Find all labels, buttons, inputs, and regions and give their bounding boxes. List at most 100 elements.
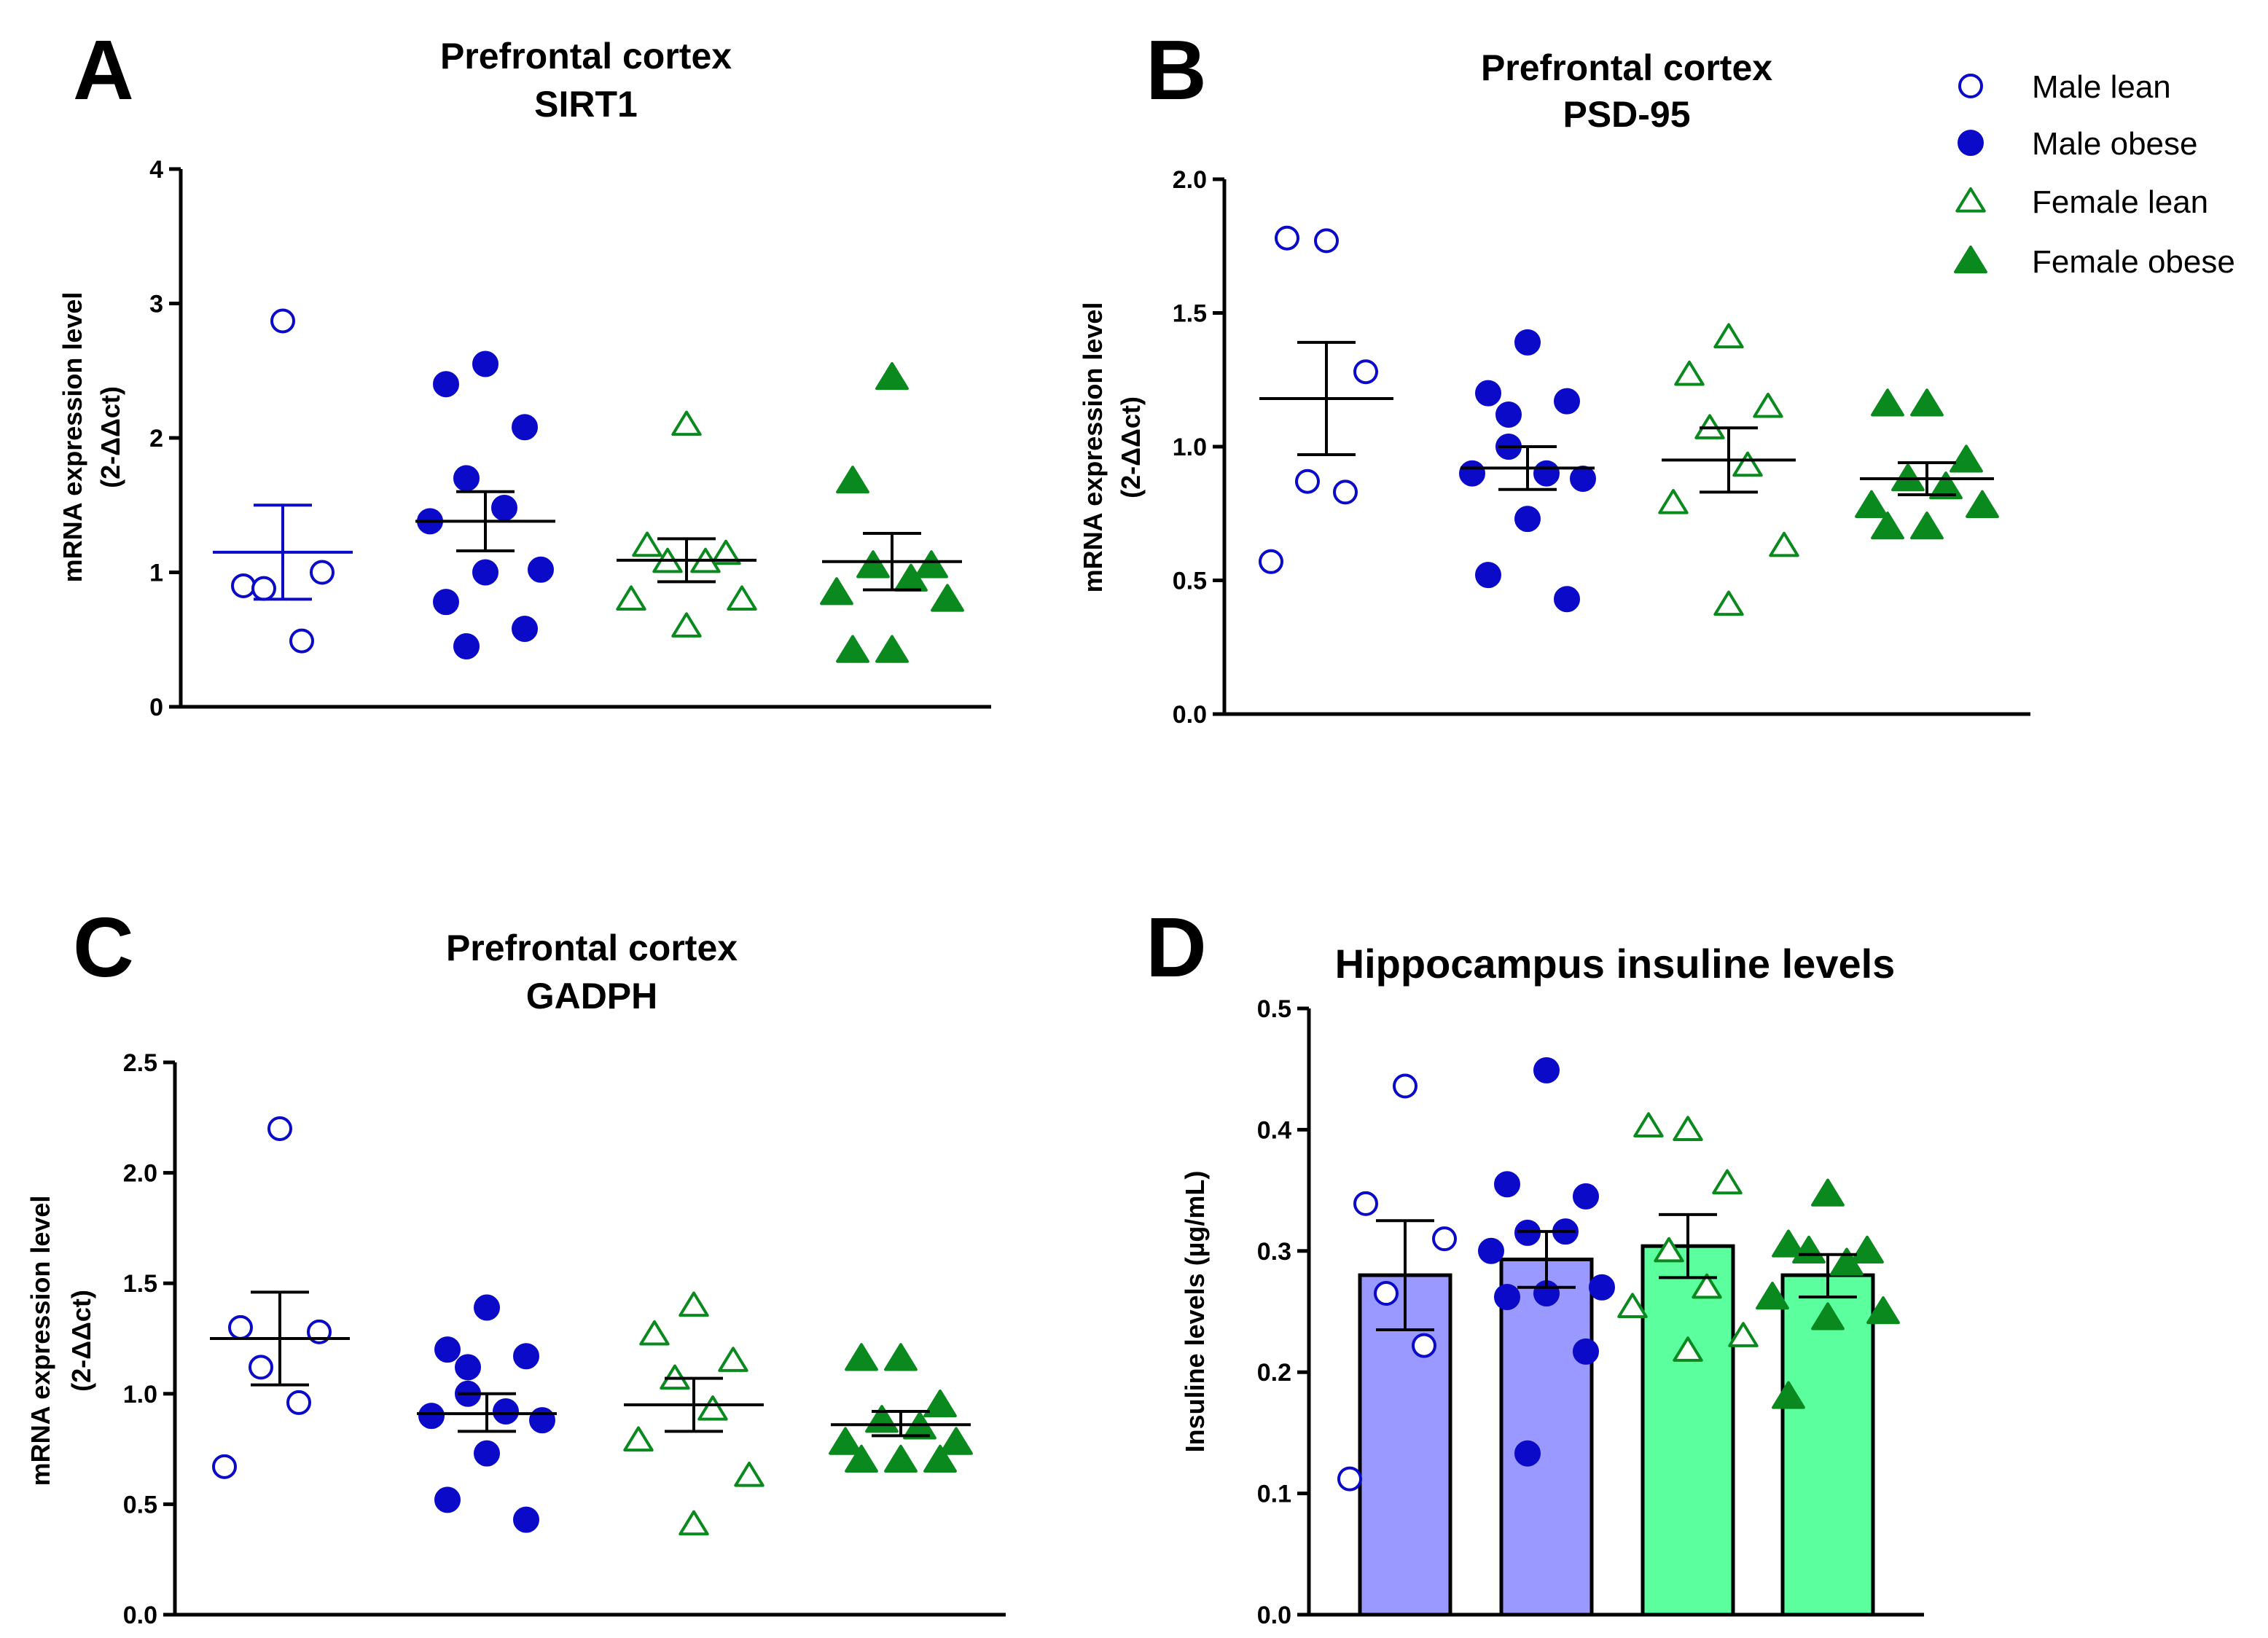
data-point-d-1-6 bbox=[1589, 1274, 1615, 1301]
bar-d-2 bbox=[1641, 1244, 1735, 1617]
data-point-c-1-7 bbox=[474, 1440, 500, 1467]
data-point-d-2-1 bbox=[1633, 1112, 1664, 1138]
data-point-d-0-0 bbox=[1393, 1073, 1418, 1099]
y-axis-label-c-1: (2-ΔΔct) bbox=[66, 1290, 96, 1392]
data-point-a-1-6 bbox=[528, 556, 554, 583]
panel-letter-c: C bbox=[73, 900, 134, 995]
data-point-c-2-2 bbox=[718, 1347, 748, 1372]
data-point-d-2-0 bbox=[1673, 1116, 1703, 1141]
legend-marker-2 bbox=[1955, 187, 1986, 213]
data-point-a-0-2 bbox=[310, 560, 335, 585]
data-point-d-2-4 bbox=[1692, 1273, 1722, 1299]
data-point-d-2-5 bbox=[1617, 1293, 1648, 1318]
chart-title-c-1: GADPH bbox=[526, 976, 658, 1016]
data-point-c-3-7 bbox=[884, 1444, 918, 1473]
data-point-d-0-2 bbox=[1432, 1226, 1457, 1252]
y-tick-label-c-3: 1.5 bbox=[123, 1270, 157, 1298]
panel-letter-d: D bbox=[1146, 900, 1207, 995]
legend: Male lean Male obese Female lean Female … bbox=[1954, 69, 2235, 280]
data-point-b-1-3 bbox=[1495, 401, 1522, 428]
data-point-c-3-1 bbox=[845, 1343, 878, 1371]
panel-letter-b: B bbox=[1146, 23, 1207, 117]
data-point-d-2-3 bbox=[1654, 1237, 1684, 1263]
bar-d-0 bbox=[1358, 1273, 1452, 1617]
data-point-a-0-1 bbox=[231, 573, 256, 598]
data-point-c-2-4 bbox=[697, 1395, 728, 1421]
data-point-a-3-8 bbox=[836, 635, 869, 663]
data-point-b-1-8 bbox=[1475, 562, 1501, 589]
data-point-d-3-7 bbox=[1811, 1302, 1845, 1331]
data-point-d-0-5 bbox=[1337, 1466, 1362, 1492]
data-point-c-2-7 bbox=[679, 1510, 709, 1536]
data-point-b-0-1 bbox=[1275, 225, 1299, 251]
data-point-b-1-1 bbox=[1475, 380, 1501, 407]
data-point-d-0-1 bbox=[1353, 1191, 1378, 1216]
y-tick-label-d-4: 0.4 bbox=[1257, 1116, 1291, 1144]
data-point-b-2-0 bbox=[1713, 323, 1744, 349]
bar-d-3 bbox=[1780, 1273, 1875, 1617]
y-tick-label-a-0: 0 bbox=[149, 694, 163, 721]
data-point-b-3-0 bbox=[1910, 388, 1944, 417]
data-point-c-3-6 bbox=[939, 1427, 973, 1455]
y-tick-label-d-2: 0.2 bbox=[1257, 1359, 1291, 1387]
data-point-d-3-1 bbox=[1772, 1229, 1805, 1258]
data-point-b-1-9 bbox=[1554, 586, 1580, 613]
y-tick-label-c-2: 1.0 bbox=[123, 1381, 157, 1408]
data-point-d-1-5 bbox=[1478, 1237, 1504, 1264]
data-point-b-3-5 bbox=[1855, 490, 1888, 518]
data-point-d-3-8 bbox=[1772, 1381, 1805, 1409]
legend-label-female-obese: Female obese bbox=[2032, 244, 2235, 280]
data-point-a-1-3 bbox=[453, 465, 480, 492]
chart-title-a-0: Prefrontal cortex bbox=[440, 36, 732, 77]
chart-panel-c: Prefrontal cortex GADPH mRNA expression le… bbox=[26, 928, 1006, 1629]
y-tick-label-b-3: 1.5 bbox=[1173, 300, 1207, 328]
data-point-a-1-9 bbox=[512, 615, 538, 642]
y-tick-label-a-2: 2 bbox=[149, 425, 163, 452]
data-point-b-0-0 bbox=[1314, 228, 1339, 254]
data-point-c-3-2 bbox=[923, 1389, 957, 1418]
y-tick-label-c-1: 0.5 bbox=[123, 1491, 157, 1519]
y-tick-label-b-0: 0.0 bbox=[1173, 701, 1207, 729]
data-point-a-0-0 bbox=[270, 308, 295, 334]
data-point-a-2-6 bbox=[727, 585, 757, 611]
data-point-a-3-2 bbox=[915, 550, 948, 579]
data-point-a-2-5 bbox=[616, 585, 646, 611]
chart-title-d-0: Hippocampus insuline levels bbox=[1335, 941, 1896, 987]
data-point-a-3-7 bbox=[875, 635, 909, 663]
y-tick-label-d-3: 0.3 bbox=[1257, 1238, 1291, 1266]
data-point-c-1-6 bbox=[529, 1407, 555, 1434]
data-point-b-3-6 bbox=[1966, 490, 1999, 518]
data-point-b-1-4 bbox=[1533, 460, 1560, 487]
y-tick-label-d-5: 0.5 bbox=[1257, 995, 1291, 1023]
data-point-b-2-6 bbox=[1769, 531, 1799, 557]
data-point-c-3-8 bbox=[845, 1444, 878, 1473]
legend-markers bbox=[1954, 74, 1987, 274]
data-point-a-1-7 bbox=[472, 559, 498, 586]
y-tick-label-c-5: 2.5 bbox=[123, 1049, 157, 1077]
data-point-b-1-2 bbox=[1554, 388, 1580, 415]
y-tick-label-d-0: 0.0 bbox=[1257, 1602, 1291, 1629]
data-point-b-1-0 bbox=[1514, 329, 1541, 356]
data-point-d-2-2 bbox=[1712, 1169, 1743, 1195]
y-axis-label-d-0: Insuline levels (µg/mL) bbox=[1180, 1171, 1210, 1453]
chart-title-a-1: SIRT1 bbox=[534, 84, 638, 125]
data-point-d-1-0 bbox=[1533, 1057, 1560, 1083]
y-tick-label-d-1: 0.1 bbox=[1257, 1481, 1291, 1508]
legend-marker-0 bbox=[1958, 74, 1983, 98]
data-point-a-0-4 bbox=[289, 628, 314, 654]
data-point-c-2-1 bbox=[639, 1320, 670, 1346]
data-point-c-1-5 bbox=[418, 1403, 445, 1430]
y-axis-label-b-0: mRNA expression level bbox=[1078, 302, 1108, 593]
y-tick-label-b-1: 0.5 bbox=[1173, 568, 1207, 595]
y-tick-label-c-0: 0.0 bbox=[123, 1602, 157, 1629]
bar-d-1 bbox=[1499, 1257, 1594, 1617]
data-point-c-2-0 bbox=[679, 1291, 709, 1317]
data-point-a-3-0 bbox=[875, 361, 909, 391]
chart-panel-b: Prefrontal cortex PSD-95 mRNA expression l… bbox=[1078, 47, 2030, 729]
data-point-d-1-2 bbox=[1573, 1183, 1599, 1210]
data-point-c-1-1 bbox=[434, 1336, 461, 1363]
data-point-a-1-10 bbox=[453, 632, 480, 659]
data-point-b-1-6 bbox=[1570, 466, 1596, 493]
y-tick-label-b-4: 2.0 bbox=[1173, 166, 1207, 194]
